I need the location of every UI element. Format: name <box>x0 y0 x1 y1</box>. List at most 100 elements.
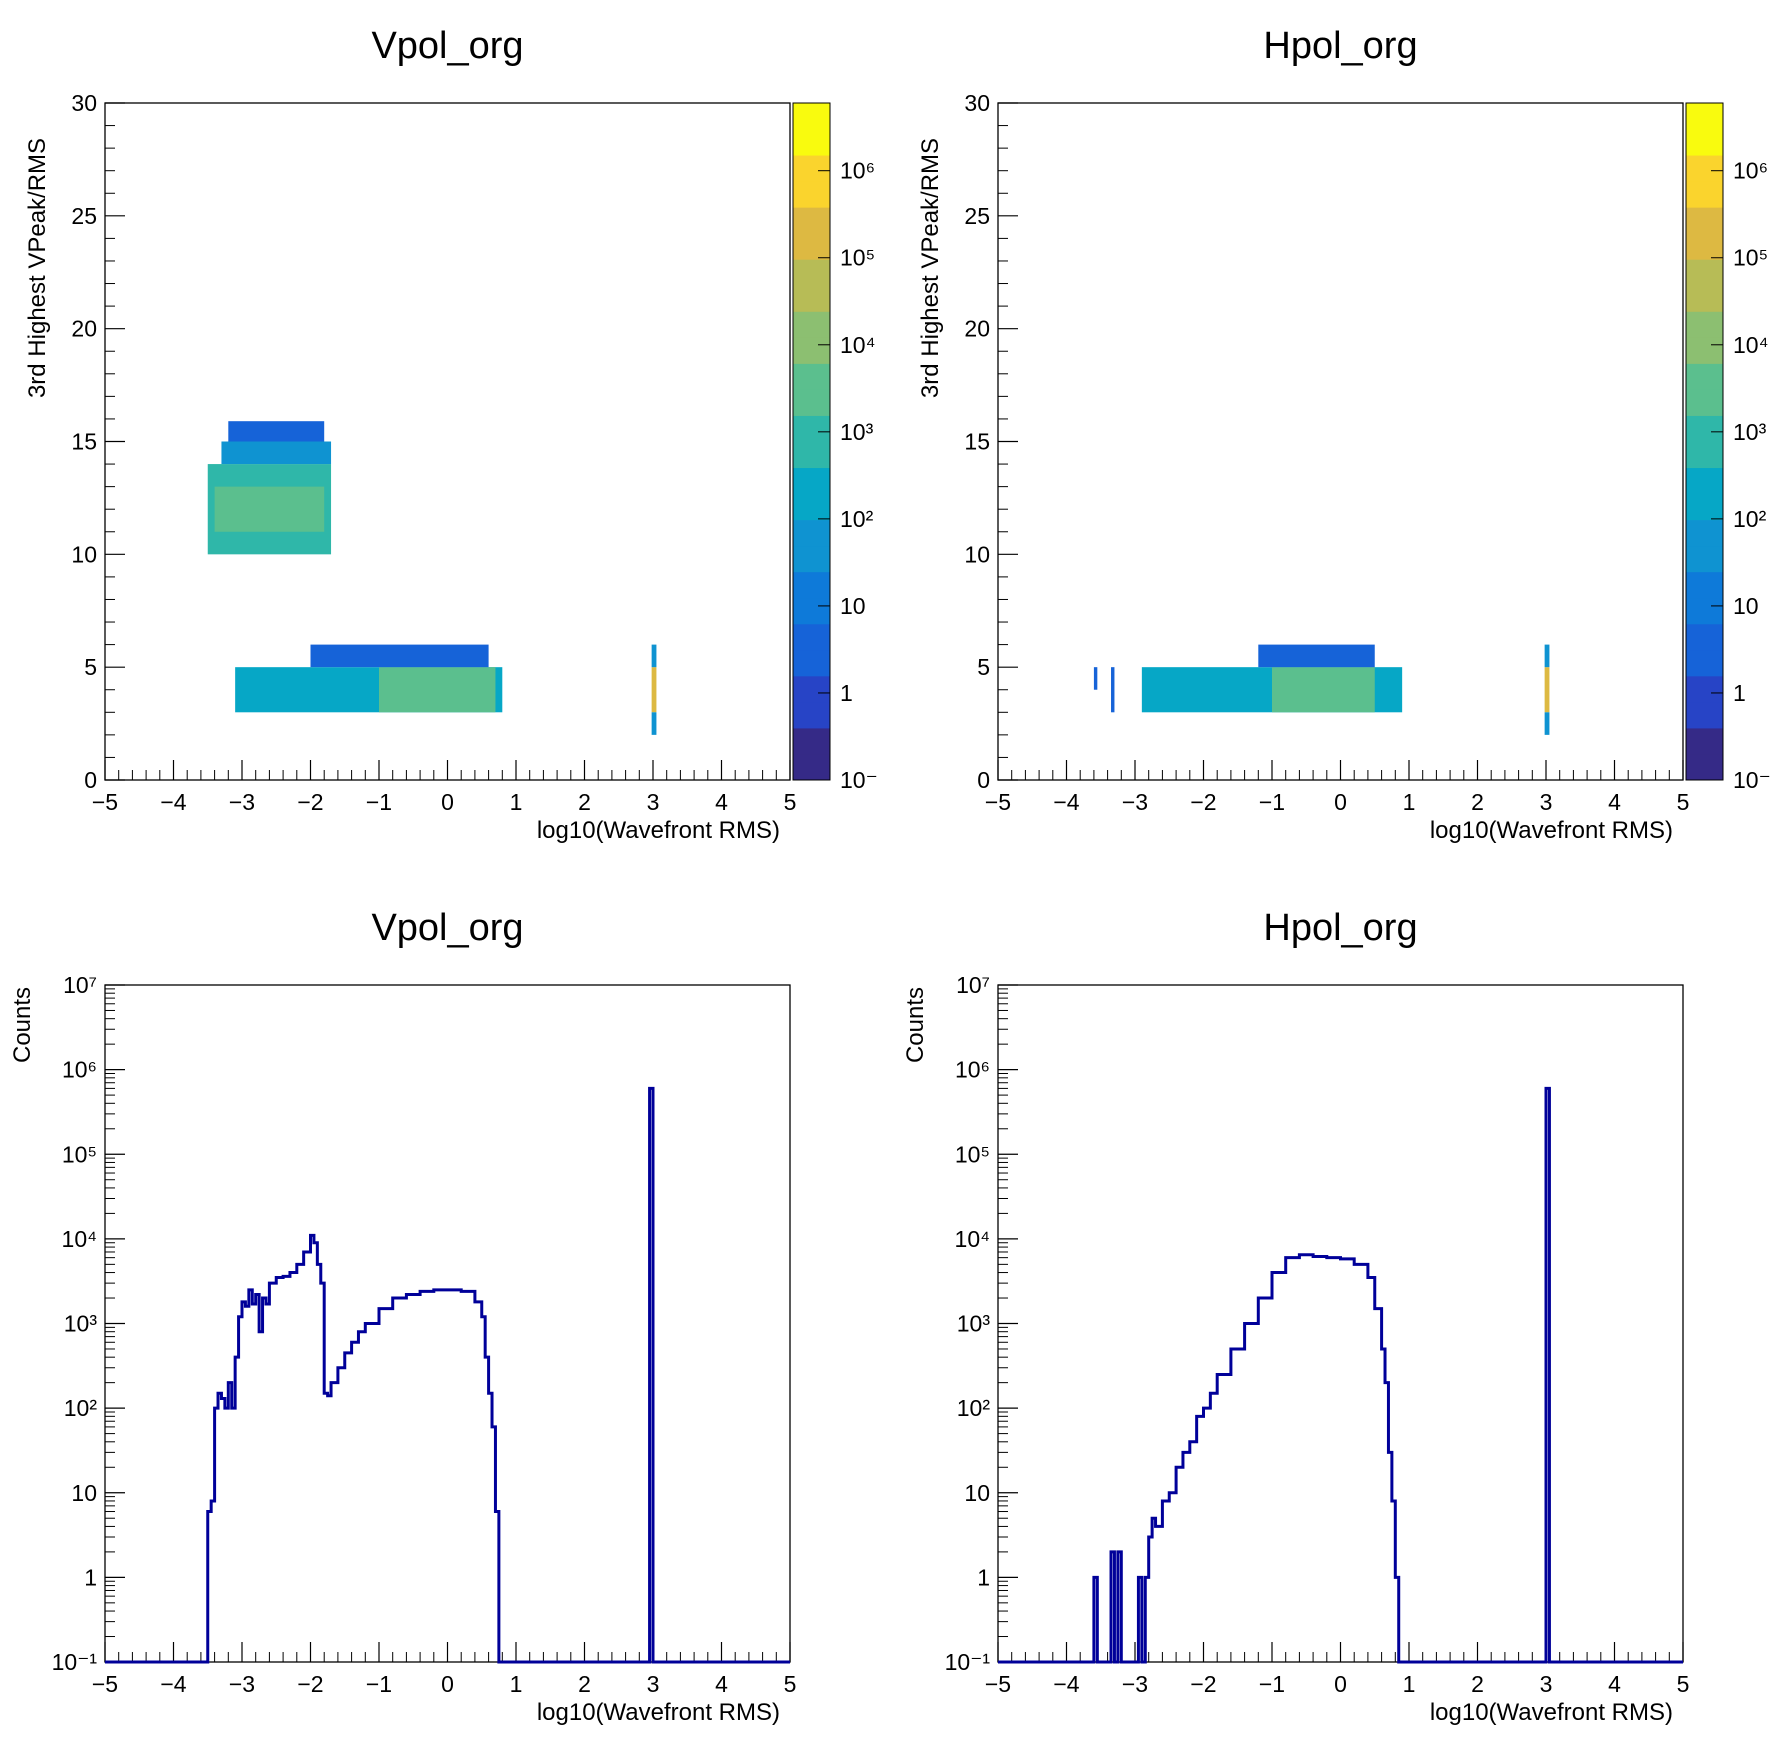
y-tick-label: 15 <box>964 429 990 455</box>
chart-title: Vpol_org <box>371 25 523 67</box>
colorbar-segment <box>793 285 830 312</box>
colorbar-segment <box>793 103 830 130</box>
colorbar-segment <box>1686 259 1723 286</box>
colorbar-label: 10² <box>1733 506 1767 532</box>
colorbar-segment <box>1686 103 1723 130</box>
x-tick-label: −1 <box>1259 1671 1285 1697</box>
colorbar-segment <box>793 545 830 573</box>
colorbar-segment <box>1686 441 1723 469</box>
colorbar-segment <box>1686 623 1723 651</box>
heatmap-cell <box>214 486 325 532</box>
colorbar-label: 10⁵ <box>1733 245 1768 271</box>
heatmap-cell <box>310 644 489 668</box>
heatmap-cell <box>651 667 657 713</box>
colorbar-label: 10⁻ <box>840 767 878 793</box>
y-tick-label: 10² <box>64 1395 98 1421</box>
colorbar-segment <box>1686 675 1723 703</box>
y-tick-label: 10³ <box>957 1311 991 1337</box>
colorbar-label: 10³ <box>1733 419 1767 445</box>
x-tick-label: 4 <box>1608 789 1621 815</box>
x-tick-label: −2 <box>297 1671 323 1697</box>
y-tick-label: 5 <box>84 654 97 680</box>
y-tick-label: 20 <box>964 316 990 342</box>
x-tick-label: 2 <box>578 1671 591 1697</box>
colorbar-segment <box>793 155 830 182</box>
x-tick-label: 4 <box>715 1671 728 1697</box>
colorbar-segment <box>793 701 830 729</box>
x-tick-label: −5 <box>92 789 118 815</box>
x-tick-label: 3 <box>1540 789 1553 815</box>
panel-0: Vpol_org−5 −4 −3 −2 −1 0 1 2 3 4 5log10(Wavefront … <box>24 25 878 844</box>
y-tick-label: 0 <box>977 767 990 793</box>
colorbar-label: 10⁶ <box>1733 158 1768 184</box>
y-tick-label: 5 <box>977 654 990 680</box>
x-tick-label: 0 <box>441 1671 454 1697</box>
colorbar-segment <box>1686 155 1723 182</box>
colorbar-segment <box>793 597 830 625</box>
colorbar-segment <box>1686 467 1723 495</box>
y-axis-label: Counts <box>902 987 929 1063</box>
x-tick-label: −3 <box>229 1671 255 1697</box>
y-tick-label: 1 <box>84 1564 97 1590</box>
colorbar-segment <box>1686 753 1723 781</box>
y-tick-label: 10⁵ <box>62 1141 97 1167</box>
plot-frame <box>997 984 1684 1663</box>
x-tick-label: −1 <box>366 789 392 815</box>
colorbar-segment <box>793 363 830 390</box>
y-tick-label: 10⁵ <box>955 1141 990 1167</box>
x-tick-label: −1 <box>1259 789 1285 815</box>
colorbar-segment <box>1686 519 1723 547</box>
colorbar-label: 10⁻ <box>1733 767 1771 793</box>
x-tick-label: 1 <box>510 1671 523 1697</box>
y-tick-label: 20 <box>71 316 97 342</box>
panel-3: Hpol_org −5 −4 −3 −2 −1 0 1 2 3 4 5log10(Wavefront … <box>902 907 1689 1726</box>
x-tick-label: 0 <box>441 789 454 815</box>
histogram-series <box>105 1086 790 1664</box>
y-tick-label: 30 <box>71 90 97 116</box>
colorbar-segment <box>793 753 830 781</box>
colorbar-label: 10² <box>840 506 874 532</box>
colorbar-segment <box>1686 311 1723 338</box>
x-tick-label: 3 <box>647 1671 660 1697</box>
heatmap-cell <box>1544 667 1550 713</box>
colorbar-label: 10⁵ <box>840 245 875 271</box>
colorbar-segment <box>793 519 830 547</box>
heatmap-cell <box>1272 667 1375 713</box>
x-tick-label: 2 <box>1471 789 1484 815</box>
heatmap-cell <box>228 421 325 442</box>
colorbar-segment <box>793 389 830 416</box>
colorbar-segment <box>793 727 830 755</box>
y-axis-label: Counts <box>9 987 36 1063</box>
colorbar-segment <box>793 181 830 208</box>
colorbar-segment <box>1686 727 1723 755</box>
colorbar-label: 10 <box>840 593 866 619</box>
x-tick-label: 3 <box>1540 1671 1553 1697</box>
x-tick-label: −4 <box>1053 1671 1079 1697</box>
colorbar-label: 10⁴ <box>840 332 875 358</box>
chart-title: Hpol_org <box>1263 907 1417 949</box>
colorbar-frame <box>792 102 831 781</box>
colorbar-segment <box>793 207 830 234</box>
colorbar-segment <box>793 415 830 442</box>
y-tick-label: 10 <box>964 541 990 567</box>
y-tick-label: 10 <box>71 1480 97 1506</box>
x-tick-label: 5 <box>784 1671 797 1697</box>
colorbar-segment <box>793 571 830 599</box>
colorbar-segment <box>1686 337 1723 364</box>
colorbar-segment <box>793 311 830 338</box>
y-tick-label: 10⁶ <box>62 1057 97 1083</box>
x-tick-label: −4 <box>160 789 186 815</box>
colorbar-segment <box>1686 597 1723 625</box>
y-tick-label: 10 <box>964 1480 990 1506</box>
heatmap-cell <box>1544 712 1550 735</box>
colorbar-segment <box>1686 181 1723 208</box>
heatmap-cell <box>1111 667 1115 713</box>
x-tick-label: −5 <box>985 789 1011 815</box>
colorbar-segment <box>793 129 830 156</box>
y-axis-label: 3rd Highest VPeak/RMS <box>917 138 944 398</box>
colorbar-segment <box>793 259 830 286</box>
heatmap-cell <box>1544 644 1550 668</box>
x-tick-label: 4 <box>1608 1671 1621 1697</box>
colorbar-segment <box>1686 571 1723 599</box>
